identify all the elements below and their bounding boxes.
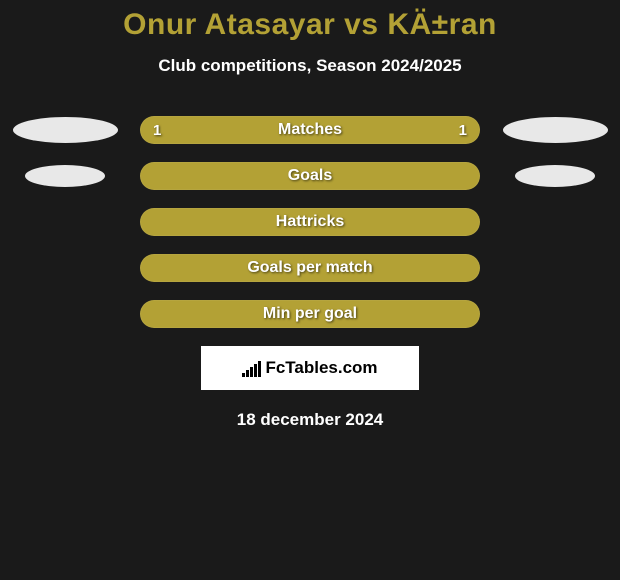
- bar-label: Min per goal: [263, 305, 357, 323]
- right-side: [490, 117, 620, 143]
- stat-bar: 1 Matches 1: [140, 116, 480, 144]
- subtitle: Club competitions, Season 2024/2025: [0, 56, 620, 76]
- page-title: Onur Atasayar vs KÄ±ran: [0, 8, 620, 42]
- left-side: [0, 117, 130, 143]
- bars-icon: [242, 359, 261, 377]
- container: Onur Atasayar vs KÄ±ran Club competition…: [0, 0, 620, 430]
- bar-right-value: 1: [459, 122, 467, 139]
- stat-bar: Goals per match: [140, 254, 480, 282]
- left-side: [0, 165, 130, 187]
- bar-label: Matches: [278, 121, 342, 139]
- stat-bar: Min per goal: [140, 300, 480, 328]
- bar-label: Goals per match: [247, 259, 372, 277]
- stat-row: Goals per match: [0, 254, 620, 282]
- bar-label: Hattricks: [276, 213, 344, 231]
- logo-box: FcTables.com: [201, 346, 419, 390]
- logo-inner: FcTables.com: [242, 358, 377, 378]
- bar-left-value: 1: [153, 122, 161, 139]
- right-ellipse: [503, 117, 608, 143]
- stat-row: Goals: [0, 162, 620, 190]
- right-side: [490, 165, 620, 187]
- logo-text: FcTables.com: [265, 358, 377, 378]
- stat-bar: Hattricks: [140, 208, 480, 236]
- stat-bar: Goals: [140, 162, 480, 190]
- left-ellipse: [25, 165, 105, 187]
- bar-label: Goals: [288, 167, 332, 185]
- right-ellipse: [515, 165, 595, 187]
- stats-rows: 1 Matches 1 Goals Hattricks Goals per match Mi…: [0, 116, 620, 328]
- stat-row: Min per goal: [0, 300, 620, 328]
- left-ellipse: [13, 117, 118, 143]
- stat-row: 1 Matches 1: [0, 116, 620, 144]
- stat-row: Hattricks: [0, 208, 620, 236]
- footer-date: 18 december 2024: [0, 410, 620, 430]
